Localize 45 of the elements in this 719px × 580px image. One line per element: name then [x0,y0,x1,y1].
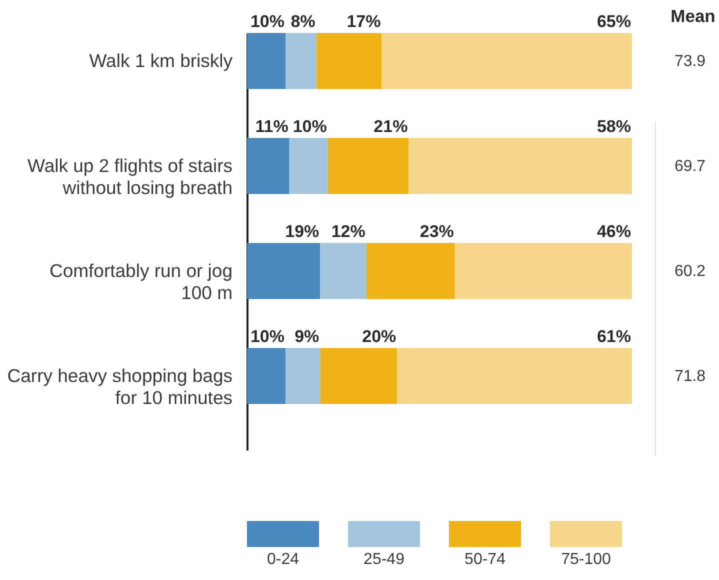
data-label: 46% [596,222,631,242]
y-tick-label: Carry heavy shopping bags for 10 minutes [7,365,232,408]
data-label: 65% [596,12,631,31]
bar [316,33,382,89]
bar [382,33,632,89]
bar [454,243,632,299]
bar [320,243,366,299]
data-label: 11% [255,117,288,136]
data-label: 17% [346,12,381,31]
y-tick-label: Comfortably run or jog 100 m [49,260,232,304]
data-label: 10% [250,327,284,346]
bar [247,33,286,89]
y-tick-label: Walk up 2 flights of stairs without losing breath [28,154,232,198]
data-label: 19% [285,222,320,242]
legend-label: 75-100 [561,551,612,568]
bar [397,348,632,404]
data-label: 8% [290,12,316,31]
data-label: 10% [292,117,327,136]
text: Mean [670,6,716,26]
legend-label: 25-49 [364,551,405,568]
bar [247,243,320,299]
data-label: 21% [374,117,408,136]
y-tick-label: Walk 1 km briskly [89,50,234,71]
bar [408,138,632,194]
data-label: 61% [596,327,631,346]
text: 60.2 [674,263,706,280]
bar [286,348,320,404]
bar [289,138,328,194]
bar [328,138,409,194]
legend-label: 50-74 [464,551,506,568]
bar [320,348,398,404]
bar [247,348,286,404]
data-label: 20% [362,327,396,346]
legend-label: 0-24 [266,551,300,568]
bar [247,138,290,194]
data-label: 9% [294,327,320,346]
bar [286,33,316,89]
data-label: 12% [331,222,366,242]
text: 69.7 [674,158,706,175]
data-label: 23% [420,222,454,242]
data-label: 10% [250,12,284,31]
text: 73.9 [674,52,706,70]
data-label: 58% [596,117,631,136]
text: 71.8 [674,368,706,386]
bar [366,243,455,299]
